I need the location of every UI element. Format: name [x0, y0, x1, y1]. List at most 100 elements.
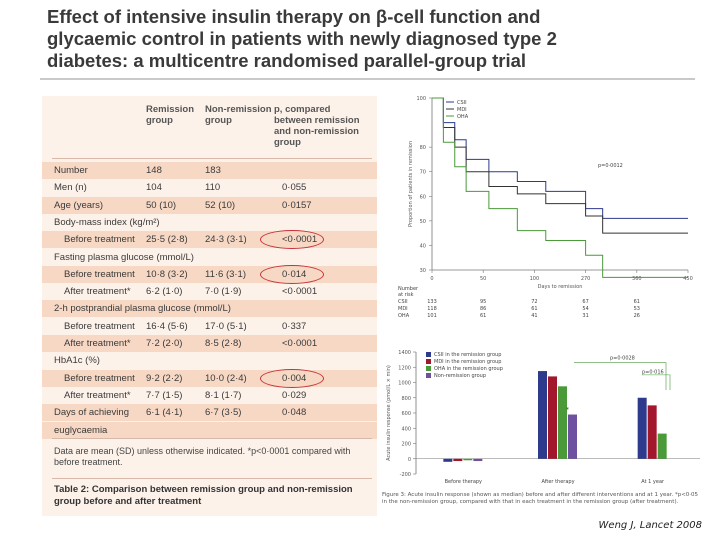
asterisk-annotation: *	[566, 406, 569, 413]
km-line-mdi	[432, 97, 688, 234]
bar	[463, 458, 473, 461]
risk-label: at risk	[398, 292, 414, 298]
cell-remission: 6·1 (4·1)	[146, 407, 183, 419]
cell-nonremission: 7·0 (1·9)	[205, 286, 242, 298]
cell-nonremission: 183	[205, 165, 221, 176]
table-row: Days of achieving 6·1 (4·1) 6·7 (3·5) 0·048	[42, 404, 377, 422]
y-tick-label: 30	[420, 268, 426, 274]
row-label: euglycaemia	[54, 424, 108, 436]
cell-nonremission: 6·7 (3·5)	[205, 407, 242, 419]
citation-credit: Weng J, Lancet 2008	[598, 520, 702, 531]
table-row: Body-mass index (kg/m²)	[42, 214, 377, 231]
y-tick-label: 40	[420, 243, 426, 249]
header-p: p, compared between remission and non-rem…	[274, 104, 360, 148]
cell-remission: 148	[146, 165, 162, 176]
risk-row-name: MDI	[398, 306, 408, 312]
survival-chart: 100 80 70 60 50 40 30 0 50 100 270 360 450 Days to re…	[398, 96, 693, 319]
significance-bracket	[574, 362, 667, 391]
cell-nonremission: 11·6 (3·1)	[205, 268, 247, 280]
table-row: After treatment* 7·2 (2·0) 8·5 (2·8) <0·000…	[42, 335, 377, 352]
bar	[548, 376, 557, 459]
legend-label: MDI in the remission group	[434, 359, 501, 365]
p-value-annotation: p=0·016	[642, 369, 664, 375]
y-tick-label: 1200	[398, 365, 411, 371]
x-tick-label: 270	[581, 276, 591, 282]
cell-remission: 7·2 (2·0)	[146, 338, 183, 349]
cell-p-value: 0·337	[282, 320, 307, 332]
row-label: Before treatment	[64, 372, 135, 384]
cell-nonremission: 24·3 (3·1)	[205, 234, 247, 246]
table-row: Before treatment 9·2 (2·2) 10·0 (2·4) 0·004	[42, 369, 377, 387]
legend-label: CSII in the remission group	[434, 352, 501, 358]
bar	[637, 397, 647, 459]
row-label: Before treatment	[64, 268, 135, 280]
y-tick-label: 70	[420, 170, 426, 176]
highlight-circle	[260, 230, 324, 249]
highlight-circle	[260, 369, 324, 388]
cell-p-value: 0·055	[282, 182, 307, 194]
cell-nonremission: 17·0 (5·1)	[205, 320, 247, 332]
title-divider	[40, 78, 695, 80]
legend-label: OHA	[457, 114, 469, 120]
legend-swatch	[426, 373, 431, 378]
bar	[453, 458, 463, 462]
table-row: HbA1c (%)	[42, 352, 377, 369]
y-tick-label: 1000	[398, 381, 411, 387]
header-rule	[52, 158, 372, 159]
y-axis-label: Proportion of patients in remission	[408, 141, 414, 227]
table-row: Number 148 183	[42, 162, 377, 179]
risk-value: 61	[480, 313, 486, 319]
km-line-oha	[432, 97, 688, 278]
legend-label: CSII	[457, 100, 467, 106]
table-bottom-rule	[52, 438, 372, 439]
x-tick-label: 0	[430, 276, 433, 282]
row-label: After treatment*	[64, 286, 131, 298]
bar	[647, 405, 657, 459]
y-tick-label: 200	[401, 442, 411, 448]
cell-remission: 25·5 (2·8)	[146, 234, 188, 246]
legend-swatch	[426, 366, 431, 371]
row-label: Body-mass index (kg/m²)	[54, 216, 160, 228]
bar	[657, 433, 667, 459]
table-row: After treatment* 6·2 (1·0) 7·0 (1·9) <0·000…	[42, 283, 377, 300]
risk-row-name: OHA	[398, 313, 410, 319]
bar	[538, 371, 547, 459]
risk-value: 72	[531, 299, 537, 305]
row-label: Number	[54, 165, 88, 176]
caption-rule	[52, 478, 372, 479]
cell-p-value: 0·029	[282, 389, 307, 401]
category-label: After therapy	[541, 479, 574, 485]
cell-p-value: 0·048	[282, 407, 307, 419]
y-axis-label: Acute insulin response (pmol/L × min)	[386, 365, 392, 461]
row-label: Days of achieving	[54, 407, 129, 419]
table-row: Before treatment 16·4 (5·6) 17·0 (5·1) 0·33…	[42, 318, 377, 335]
table-row: Men (n) 104 110 0·055	[42, 179, 377, 196]
comparison-table: Remission group Non-remission group p, com…	[42, 96, 377, 516]
x-tick-label: 50	[480, 276, 486, 282]
cell-p-value: 0·0157	[282, 199, 312, 211]
cell-remission: 50 (10)	[146, 199, 177, 211]
table-row: Before treatment 25·5 (2·8) 24·3 (3·1) <0·0…	[42, 231, 377, 249]
table-footnote: Data are mean (SD) unless otherwise indi…	[54, 446, 351, 467]
cell-p-value: <0·0001	[282, 286, 318, 298]
risk-value: 61	[531, 306, 537, 312]
risk-value: 101	[427, 313, 437, 319]
legend-label: Non-remission group	[434, 373, 486, 379]
table-caption: Table 2: Comparison between remission gr…	[54, 484, 353, 507]
row-label: HbA1c (%)	[54, 355, 100, 367]
legend-label: OHA in the remission group	[434, 366, 503, 372]
figure-caption: Figure 3: Acute insulin response (shown …	[382, 492, 699, 505]
row-label: Before treatment	[64, 320, 135, 332]
p-value-annotation: p=0·0012	[598, 163, 623, 169]
risk-value: 53	[634, 306, 640, 312]
table-row: Fasting plasma glucose (mmol/L)	[42, 249, 377, 266]
y-tick-label: 600	[401, 411, 411, 417]
y-tick-label: 100	[416, 96, 426, 102]
legend-swatch	[426, 352, 431, 357]
cell-nonremission: 8·1 (1·7)	[205, 389, 242, 401]
category-label: At 1 year	[641, 479, 665, 485]
highlight-circle	[260, 265, 324, 284]
row-label: After treatment*	[64, 338, 131, 349]
risk-value: 95	[480, 299, 486, 305]
table-row: 2-h postprandial plasma glucose (mmol/L)	[42, 300, 377, 318]
